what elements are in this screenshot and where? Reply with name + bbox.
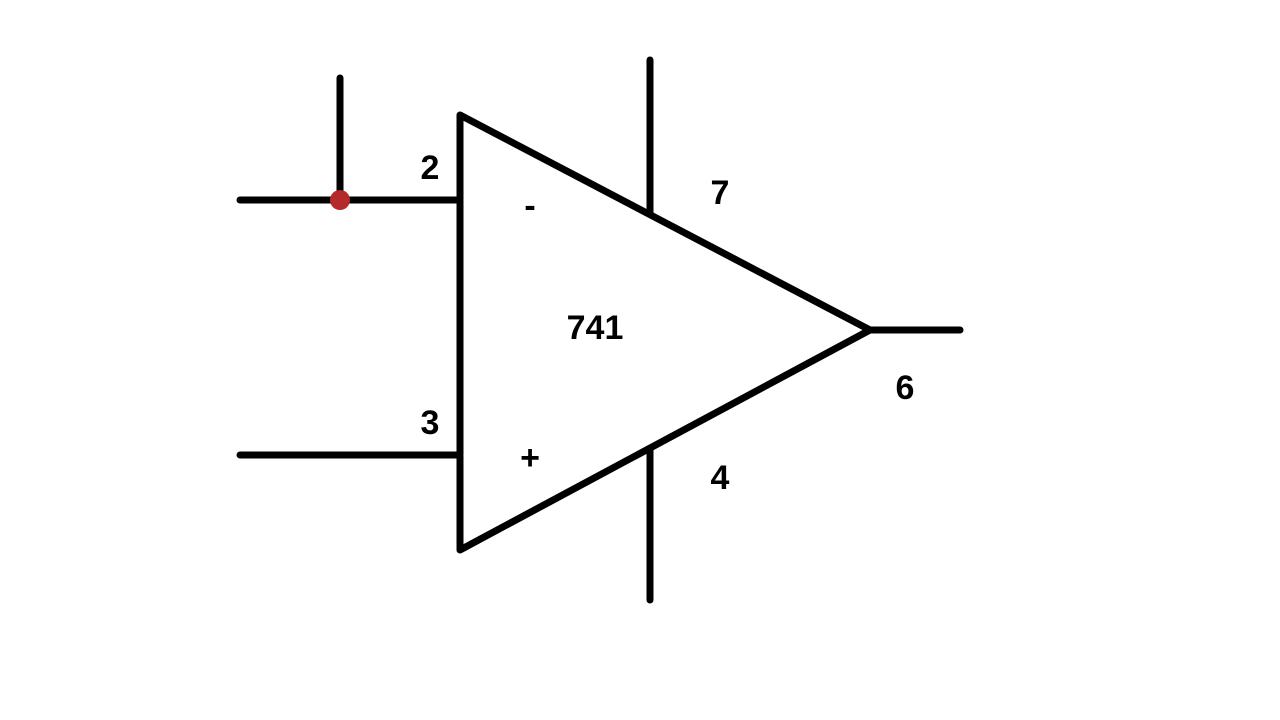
pin-2-label: 2 (421, 149, 440, 187)
minus-sign: - (524, 187, 535, 225)
pin-3-label: 3 (421, 404, 440, 442)
plus-sign: + (520, 439, 540, 477)
op-amp-diagram: 741 - + 2 3 7 4 6 (0, 0, 1280, 720)
pin-7-label: 7 (711, 174, 730, 212)
pin-4-label: 4 (711, 459, 730, 497)
junction-node-icon (330, 190, 350, 210)
opamp-triangle-body (460, 115, 870, 550)
chip-label: 741 (567, 309, 624, 347)
pin-6-label: 6 (896, 369, 915, 407)
